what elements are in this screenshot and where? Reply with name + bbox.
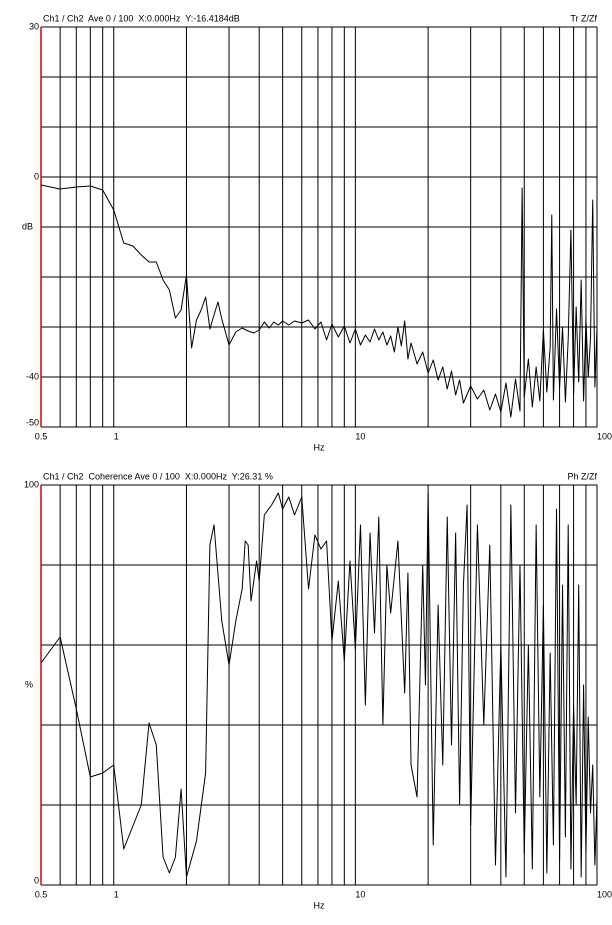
- x-tick-label: 10: [355, 889, 365, 899]
- chart-title: Ch1 / Ch2 Coherence Ave 0 / 100 X:0.000H…: [43, 471, 273, 481]
- y-tick-label: 100: [24, 479, 39, 489]
- chart-title-right: Tr Z/Zf: [570, 13, 597, 23]
- y-tick-label: 0: [34, 171, 39, 181]
- x-tick-label: 0.5: [35, 889, 48, 899]
- data-line: [40, 492, 598, 878]
- x-axis-label: Hz: [314, 900, 325, 910]
- x-tick-label: 1: [114, 431, 119, 441]
- y-tick-label: 30: [29, 21, 39, 31]
- x-tick-label: 100: [597, 431, 612, 441]
- y-axis-label: %: [25, 679, 33, 689]
- chart-title: Ch1 / Ch2 Ave 0 / 100 X:0.000Hz Y:-16.41…: [43, 13, 240, 23]
- y-tick-label: 0: [34, 875, 39, 885]
- y-tick-label: -50: [26, 417, 39, 427]
- data-line: [40, 184, 598, 418]
- x-tick-label: 1: [114, 889, 119, 899]
- y-axis-label: dB: [22, 221, 33, 231]
- x-tick-label: 100: [597, 889, 612, 899]
- x-axis-label: Hz: [314, 442, 325, 452]
- y-tick-label: -40: [26, 371, 39, 381]
- chart-title-right: Ph Z/Zf: [567, 471, 597, 481]
- x-tick-label: 0.5: [35, 431, 48, 441]
- x-tick-label: 10: [355, 431, 365, 441]
